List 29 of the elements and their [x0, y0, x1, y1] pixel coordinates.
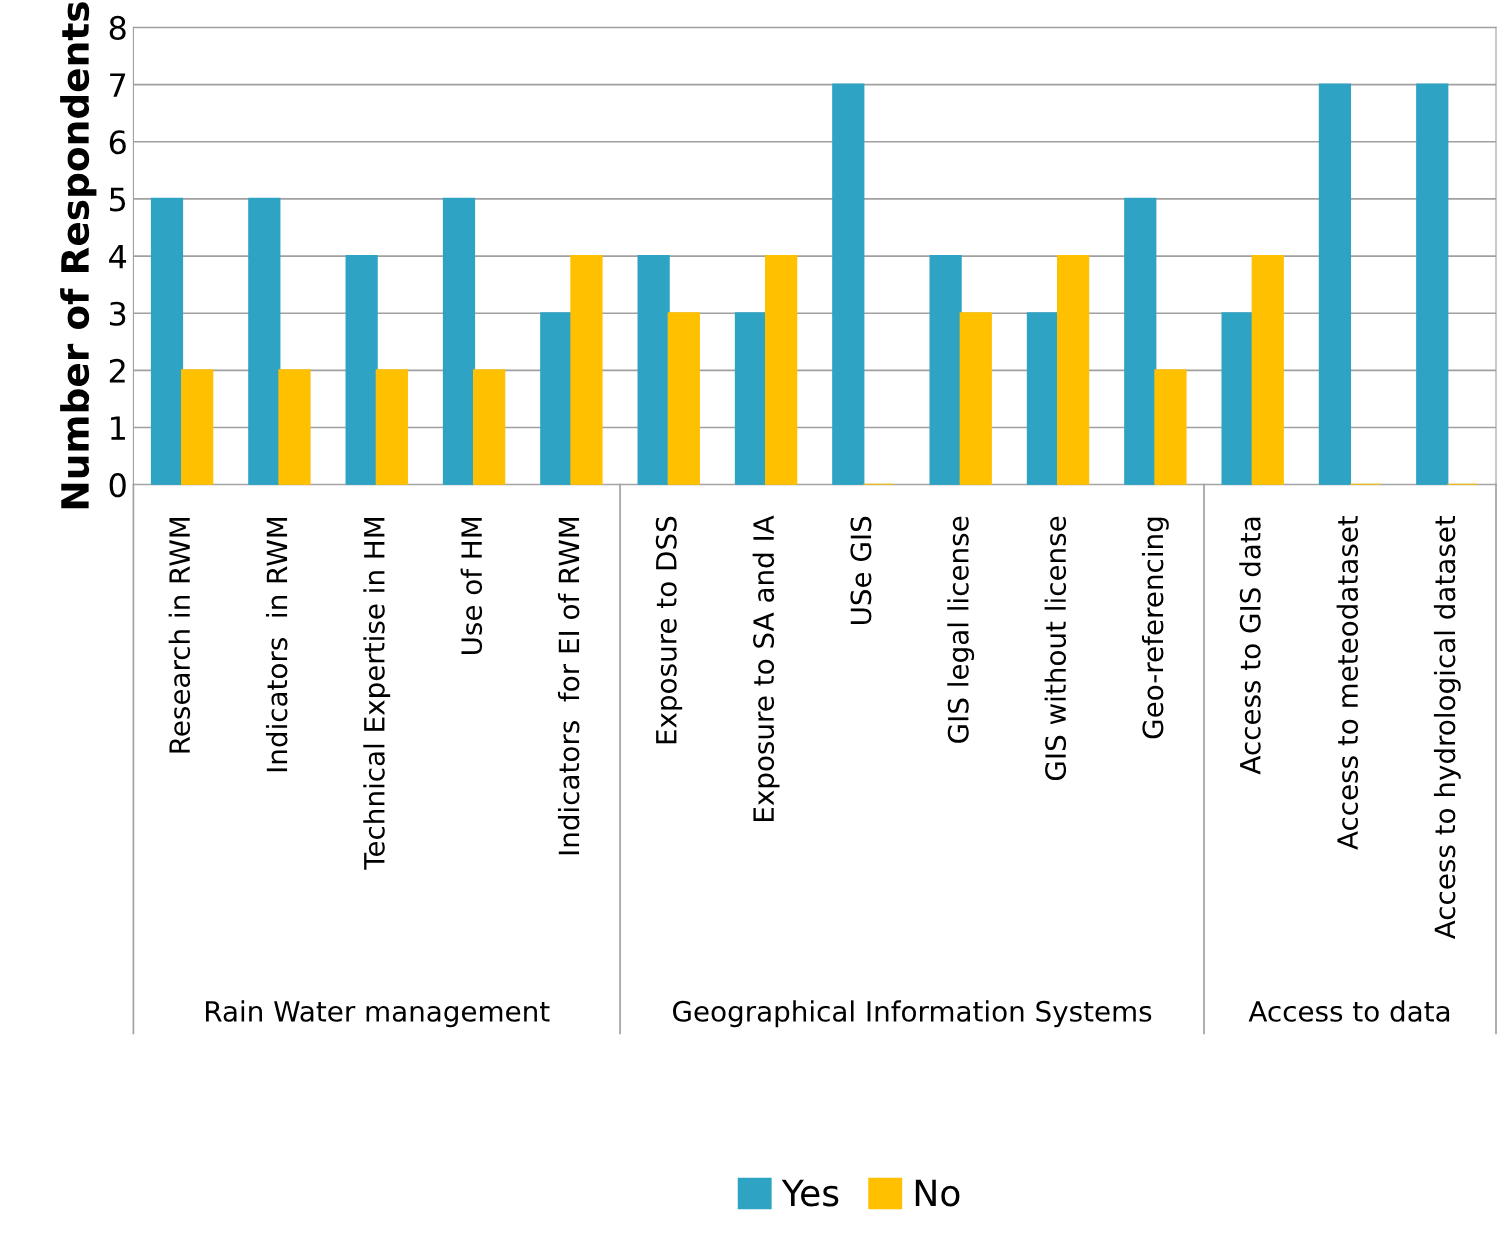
x-tick-label: Access to GIS data: [1239, 517, 1261, 775]
x-tick-label: GIS without license: [1044, 516, 1067, 781]
x-tick-label: Research in RWM: [168, 517, 191, 753]
x-tick-label: Use of HM: [460, 517, 483, 655]
text: Access to data: [1248, 1000, 1450, 1022]
x-tick-label: Access to hydrological dataset: [1433, 515, 1461, 940]
y-tick-label: 7: [110, 73, 126, 97]
y-tick-label: 0: [109, 473, 126, 498]
y-tick-label: 8: [109, 15, 126, 40]
text: Geographical Information Systems: [673, 1000, 1152, 1028]
x-tick-label: Technical Expertise in HM: [363, 517, 391, 870]
y-tick-label: 2: [109, 358, 125, 383]
x-tick-label: Exposure to SA and IA: [752, 515, 780, 821]
y-tick-label: 5: [110, 187, 126, 212]
x-tick-label: GIS legal license: [947, 516, 975, 743]
text: Rain Water management: [206, 1000, 550, 1028]
x-tick-label: Indicators in RWM: [265, 517, 288, 772]
y-axis-title: Number of Respondents: [60, 2, 97, 509]
x-tick-label: Geo-referencing: [1141, 517, 1169, 739]
x-tick-label: USe GIS: [850, 516, 872, 625]
y-tick-label: 4: [109, 244, 127, 269]
legend-label: Yes: [781, 1179, 839, 1207]
x-tick-label: Exposure to DSS: [655, 516, 683, 744]
x-tick-label: Access to meteodataset: [1336, 515, 1359, 850]
legend-label: No: [915, 1179, 960, 1207]
y-tick-label: 1: [111, 416, 125, 440]
y-tick-label: 6: [109, 130, 126, 155]
x-tick-label: Indicators for EI of RWM: [557, 517, 580, 855]
y-tick-label: 3: [109, 301, 126, 326]
